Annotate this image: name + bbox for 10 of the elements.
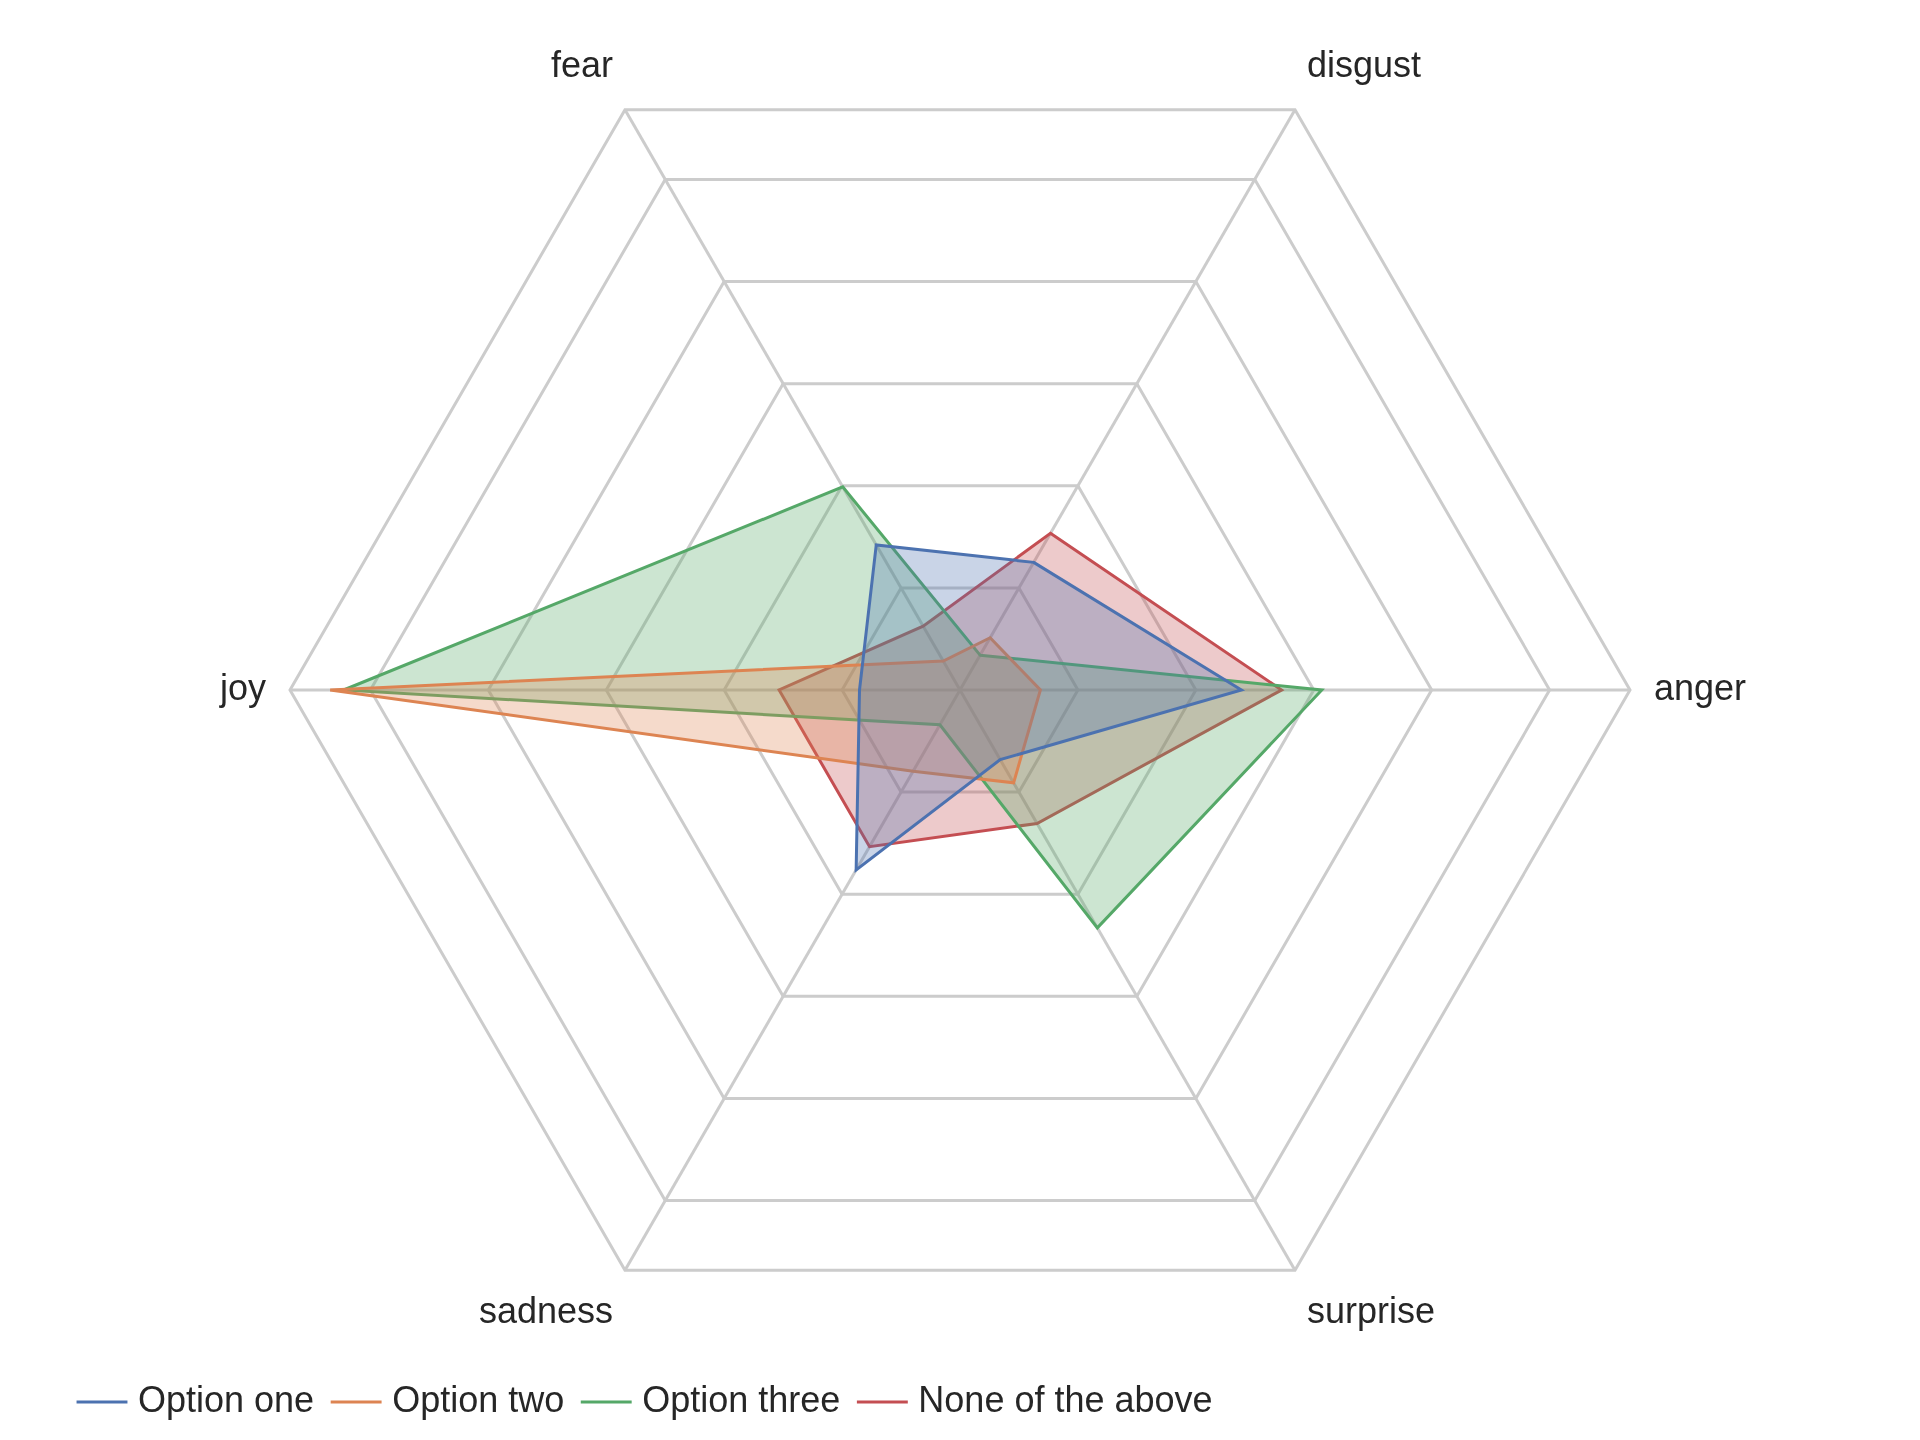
legend-label: Option two (392, 1378, 565, 1420)
spoke-label: anger (1654, 666, 1747, 708)
legend-label: Option one (138, 1378, 315, 1420)
spoke-label: fear (550, 44, 613, 86)
spoke-label: joy (218, 666, 266, 708)
legend-label: Option three (642, 1378, 841, 1420)
spoke-label: surprise (1307, 1289, 1436, 1331)
legend-label: None of the above (918, 1378, 1213, 1420)
spoke-label: sadness (478, 1289, 613, 1331)
spoke-label: disgust (1307, 44, 1422, 86)
